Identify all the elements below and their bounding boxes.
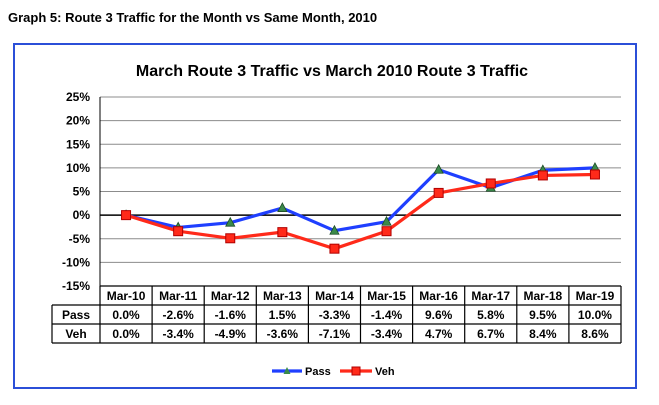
data-label: -3.4%	[371, 327, 403, 341]
legend-marker-veh	[351, 366, 361, 376]
legend-label-pass: Pass	[305, 366, 331, 378]
chart-title: March Route 3 Traffic vs March 2010 Rout…	[136, 63, 528, 80]
data-point-veh	[381, 226, 392, 237]
y-tick-label: 0%	[73, 208, 91, 222]
data-point-veh	[485, 178, 496, 189]
data-label: 0.0%	[112, 308, 140, 322]
y-tick-label: 5%	[73, 185, 91, 199]
data-label: -7.1%	[319, 327, 351, 341]
table-row-header: Veh	[65, 327, 86, 341]
series-line-veh	[125, 172, 595, 251]
y-tick-label: 10%	[66, 161, 90, 175]
legend-label-veh: Veh	[375, 366, 395, 378]
x-tick-label: Mar-14	[315, 289, 354, 303]
data-label: -1.4%	[371, 308, 403, 322]
y-tick-label: -10%	[62, 255, 90, 269]
data-label: -1.6%	[215, 308, 247, 322]
data-point-pass	[329, 224, 340, 235]
data-label: -3.3%	[319, 308, 351, 322]
data-point-veh	[225, 233, 236, 244]
data-point-veh	[537, 170, 548, 181]
data-point-pass	[225, 216, 236, 227]
data-point-veh	[329, 243, 340, 254]
table-row-header: Pass	[62, 308, 90, 322]
x-tick-label: Mar-19	[576, 289, 615, 303]
legend-marker-pass	[283, 367, 291, 374]
x-tick-label: Mar-17	[471, 289, 510, 303]
data-label: 10.0%	[578, 308, 612, 322]
data-label: 0.0%	[112, 327, 140, 341]
data-label: 9.5%	[529, 308, 557, 322]
x-tick-label: Mar-11	[159, 289, 197, 303]
x-tick-label: Mar-18	[524, 289, 563, 303]
data-point-veh	[277, 227, 288, 238]
data-point-veh	[589, 169, 600, 180]
data-point-veh	[433, 187, 444, 198]
data-point-veh	[173, 226, 184, 237]
x-tick-label: Mar-12	[211, 289, 250, 303]
y-tick-label: 15%	[66, 137, 90, 151]
data-label: -2.6%	[162, 308, 194, 322]
data-point-pass	[277, 202, 288, 212]
data-label: 1.5%	[269, 308, 297, 322]
data-point-pass	[433, 163, 444, 174]
page-caption: Graph 5: Route 3 Traffic for the Month v…	[8, 10, 378, 25]
x-tick-label: Mar-10	[107, 289, 146, 303]
data-label: 4.7%	[425, 327, 453, 341]
data-label: 9.6%	[425, 308, 453, 322]
data-label: 8.4%	[529, 327, 557, 341]
x-tick-label: Mar-13	[263, 289, 302, 303]
data-label: 5.8%	[477, 308, 505, 322]
data-label: 6.7%	[477, 327, 505, 341]
x-tick-label: Mar-15	[367, 289, 406, 303]
y-tick-label: -5%	[69, 232, 91, 246]
data-label: 8.6%	[581, 327, 609, 341]
data-label: -3.6%	[267, 327, 299, 341]
y-tick-label: 25%	[66, 90, 90, 104]
x-tick-label: Mar-16	[419, 289, 458, 303]
y-tick-label: -15%	[62, 279, 90, 293]
y-tick-label: 20%	[66, 114, 90, 128]
data-point-pass	[381, 215, 392, 226]
data-label: -4.9%	[215, 327, 247, 341]
chart-frame	[13, 43, 637, 389]
data-label: -3.4%	[162, 327, 194, 341]
data-point-veh	[121, 210, 132, 221]
